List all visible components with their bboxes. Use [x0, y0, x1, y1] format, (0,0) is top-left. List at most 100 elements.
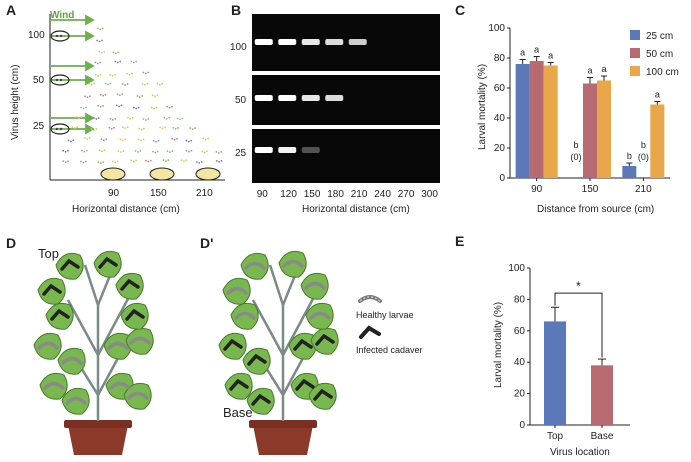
virus-particle	[99, 105, 102, 108]
virus-particle	[130, 60, 133, 63]
virus-particle	[94, 74, 97, 76]
virus-particle	[64, 161, 67, 164]
panel-a-xtick-90: 90	[108, 188, 120, 199]
panel-e-xlabel: Virus location	[550, 447, 610, 458]
virus-particle	[161, 82, 164, 85]
virus-particle	[137, 106, 140, 109]
plant-leaf	[242, 347, 271, 375]
panel-dprime-base-label: Base	[223, 405, 253, 420]
panel-c-ytick-label: 20	[494, 143, 506, 154]
healthy-larva	[61, 356, 83, 365]
virus-particle	[113, 126, 116, 129]
virus-particle	[166, 150, 169, 153]
panel-c-ytick-label: 100	[488, 23, 505, 34]
virus-particle	[78, 117, 80, 119]
virus-particle	[100, 51, 103, 54]
virus-particle	[97, 104, 100, 107]
virus-particle	[171, 137, 174, 140]
virus-particle	[99, 61, 102, 64]
panel-b-xtick: 90	[256, 189, 268, 200]
virus-particle	[103, 149, 106, 152]
virus-particle	[82, 107, 85, 110]
virus-particle	[108, 126, 111, 129]
virus-particle	[220, 160, 223, 162]
plant-illustration-top	[33, 250, 154, 455]
virus-particle	[101, 39, 103, 42]
panel-e-xtick-label: Base	[591, 431, 614, 442]
infected-cadaver	[120, 278, 140, 291]
virus-particle	[101, 150, 103, 153]
virus-particle	[136, 95, 139, 97]
virus-particle	[126, 116, 129, 119]
virus-particle	[128, 73, 131, 76]
virus-particle	[181, 117, 184, 120]
virus-particle	[154, 151, 157, 154]
virus-particle	[129, 117, 132, 120]
panel-d-letter: D	[6, 235, 17, 251]
virus-particle	[179, 118, 181, 121]
plant-stem	[66, 299, 100, 356]
virus-particle	[67, 160, 69, 163]
virus-particle	[121, 83, 124, 85]
infected-cadaver	[295, 378, 315, 391]
virus-particle	[154, 95, 156, 98]
gel-band	[325, 39, 344, 45]
virus-particle	[158, 83, 161, 86]
flower-pot-rim	[64, 420, 132, 428]
virus-particle	[156, 94, 159, 97]
virus-particle	[109, 82, 112, 85]
panel-c-legend-swatch	[630, 30, 640, 40]
virus-particle	[90, 83, 93, 86]
virus-particle	[80, 160, 82, 163]
virus-particle	[117, 150, 120, 152]
panel-a-xtick-210: 210	[196, 188, 213, 199]
plant-leaf	[222, 277, 251, 305]
panel-e-chart: 0 20 40 60 80 100 Top Base *	[508, 263, 630, 442]
virus-particle	[111, 74, 114, 77]
virus-particle	[147, 160, 150, 163]
panel-e-ytick-label: 20	[514, 389, 526, 400]
larvae-ellipses	[100, 167, 221, 181]
panel-a-xtick-150: 150	[150, 188, 167, 199]
scattered-particles	[62, 27, 223, 165]
panel-b-xtick: 270	[397, 189, 415, 200]
healthy-larva	[304, 281, 326, 290]
plant-leaf	[93, 250, 122, 278]
virus-particle	[126, 126, 129, 129]
virus-particle	[180, 159, 183, 162]
virus-particle	[121, 93, 124, 96]
virus-particle	[85, 106, 87, 109]
virus-particle	[143, 127, 145, 130]
virus-particle	[176, 117, 179, 120]
panel-c-bar	[622, 166, 637, 178]
infected-cadaver	[251, 393, 271, 406]
virus-particle	[151, 94, 154, 97]
plant-stem	[251, 299, 285, 356]
virus-particle	[217, 152, 220, 154]
infected-cadaver	[247, 353, 267, 366]
virus-particle	[174, 127, 177, 130]
virus-particle	[121, 126, 124, 129]
panel-a-ytick-50: 50	[33, 75, 45, 86]
gel-band	[301, 39, 320, 45]
virus-particle	[207, 137, 210, 140]
virus-particle	[156, 150, 159, 153]
infected-cadaver	[315, 333, 335, 346]
panel-c-legend-swatch	[630, 48, 640, 58]
virus-particle	[96, 39, 99, 42]
plant-leaf	[39, 372, 68, 400]
infected-cadaver	[223, 338, 243, 351]
virus-particle	[112, 51, 115, 54]
panel-c-sig-letter: a	[520, 48, 525, 58]
healthy-larva	[43, 381, 65, 390]
virus-particle	[116, 93, 119, 96]
virus-particle	[201, 150, 204, 153]
virus-particle	[110, 127, 113, 130]
panel-e-xtick-label: Top	[547, 431, 564, 442]
panel-e-sig-bracket	[554, 292, 603, 358]
virus-particle	[124, 138, 127, 141]
virus-particle	[220, 151, 223, 153]
virus-particle	[64, 150, 67, 153]
virus-particle	[103, 50, 106, 53]
gel-band	[254, 95, 273, 101]
